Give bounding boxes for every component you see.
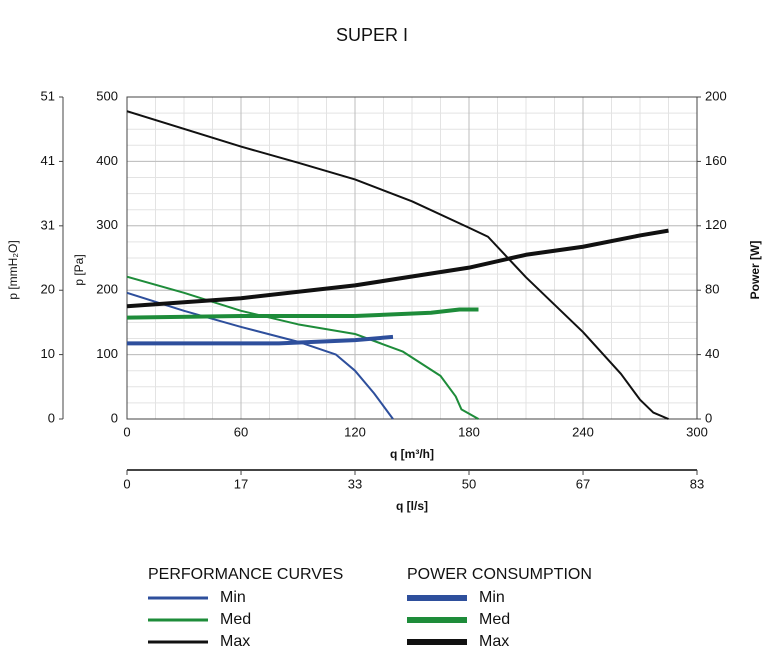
legend-title: POWER CONSUMPTION	[407, 566, 592, 583]
legend-label: Max	[479, 633, 509, 650]
x-alt-tick-label: 83	[690, 476, 704, 491]
legend-label: Min	[220, 589, 246, 606]
y-alt-tick-label: 0	[48, 410, 55, 425]
x-tick-label: 240	[572, 424, 594, 439]
legend-label: Min	[479, 589, 505, 606]
legend-label: Med	[220, 611, 251, 628]
y-alt-tick-label: 51	[41, 88, 55, 103]
y2-tick-label: 200	[705, 88, 727, 103]
legend-title: PERFORMANCE CURVES	[148, 566, 343, 583]
y-tick-label: 100	[96, 346, 118, 361]
y-alt-tick-label: 20	[41, 282, 55, 297]
x-tick-label: 180	[458, 424, 480, 439]
power-line	[127, 334, 394, 346]
x-tick-label: 60	[234, 424, 248, 439]
y2-axis-title: Power [W]	[748, 241, 762, 300]
y2-tick-label: 0	[705, 410, 712, 425]
x-alt-axis-title: q [l/s]	[396, 499, 428, 513]
legend-label: Max	[220, 633, 250, 650]
x-alt-tick-label: 17	[234, 476, 248, 491]
y-alt-tick-label: 31	[41, 217, 55, 232]
x-alt-tick-label: 0	[123, 476, 130, 491]
y-tick-label: 300	[96, 217, 118, 232]
pressure-line	[126, 110, 669, 420]
pressure-line	[126, 291, 394, 420]
x-tick-label: 0	[123, 424, 130, 439]
power-line	[126, 228, 669, 309]
y-tick-label: 200	[96, 282, 118, 297]
pressure-line	[126, 275, 479, 420]
x-tick-label: 120	[344, 424, 366, 439]
x-alt-tick-label: 33	[348, 476, 362, 491]
x-tick-label: 300	[686, 424, 708, 439]
power-line	[126, 307, 479, 320]
chart-title: SUPER I	[336, 25, 408, 45]
y-tick-label: 0	[111, 410, 118, 425]
x-axis-title: q [m³/h]	[390, 447, 434, 461]
y-tick-label: 400	[96, 153, 118, 168]
y-alt-axis-title: p [mmH₂O]	[6, 240, 20, 299]
y-alt-tick-label: 10	[41, 346, 55, 361]
x-alt-tick-label: 67	[576, 476, 590, 491]
y2-tick-label: 160	[705, 153, 727, 168]
x-alt-tick-label: 50	[462, 476, 476, 491]
legend-label: Med	[479, 611, 510, 628]
y2-tick-label: 40	[705, 346, 719, 361]
y-axis-title: p [Pa]	[72, 254, 86, 285]
y2-tick-label: 120	[705, 217, 727, 232]
y2-tick-label: 80	[705, 282, 719, 297]
plot-frame	[126, 96, 698, 420]
y-tick-label: 500	[96, 88, 118, 103]
y-alt-tick-label: 41	[41, 153, 55, 168]
